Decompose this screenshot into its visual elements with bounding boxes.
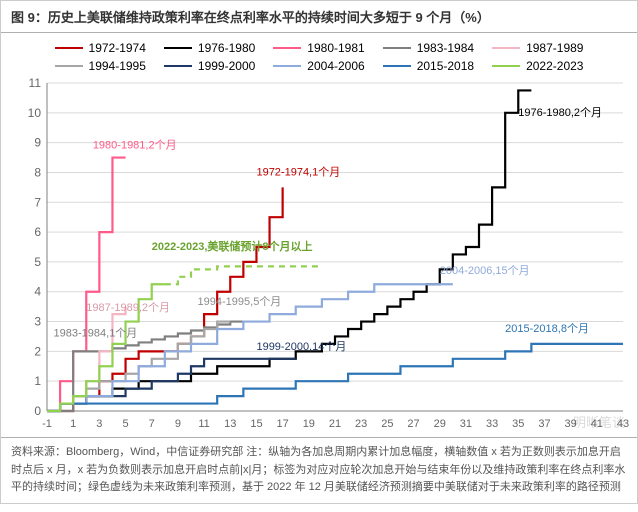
svg-text:9: 9 — [175, 418, 181, 430]
series-2015-2018 — [47, 344, 623, 411]
legend-swatch — [273, 65, 301, 68]
svg-text:13: 13 — [224, 418, 236, 430]
legend-label: 2004-2006 — [307, 59, 364, 73]
svg-text:41: 41 — [591, 418, 603, 430]
svg-text:29: 29 — [434, 418, 446, 430]
line-chart: 01234567891011-1135791113151719212325272… — [1, 77, 637, 437]
annotation: 2015-2018,8个月 — [505, 322, 589, 335]
svg-text:43: 43 — [617, 418, 629, 430]
legend-item: 1980-1981 — [273, 41, 364, 55]
svg-text:4: 4 — [34, 285, 41, 299]
legend-item: 2004-2006 — [273, 59, 364, 73]
svg-text:2: 2 — [34, 344, 41, 358]
svg-text:31: 31 — [460, 418, 472, 430]
figure-container: 图 9：历史上美联储维持政策利率在终点利率水平的持续时间大多短于 9 个月（%）… — [0, 0, 638, 504]
svg-text:3: 3 — [96, 418, 102, 430]
svg-text:10: 10 — [28, 106, 42, 120]
annotation: 1994-1995,5个月 — [198, 295, 282, 308]
legend-item: 1994-1995 — [55, 59, 146, 73]
annotation: 1983-1984,1个月 — [54, 326, 138, 339]
svg-text:23: 23 — [355, 418, 367, 430]
legend-swatch — [273, 47, 301, 50]
legend-label: 1987-1989 — [526, 41, 583, 55]
legend-label: 2015-2018 — [417, 59, 474, 73]
legend-item: 2022-2023 — [492, 59, 583, 73]
legend-swatch — [492, 47, 520, 50]
legend-swatch — [383, 47, 411, 50]
svg-text:17: 17 — [277, 418, 289, 430]
legend-item: 2015-2018 — [383, 59, 474, 73]
annotation: 2022-2023,美联储预计8个月以上 — [152, 239, 313, 253]
legend-swatch — [55, 47, 83, 50]
annotation: 1976-1980,2个月 — [518, 106, 602, 119]
legend-swatch — [383, 65, 411, 68]
svg-text:15: 15 — [250, 418, 262, 430]
svg-text:37: 37 — [538, 418, 550, 430]
svg-text:-1: -1 — [42, 418, 52, 430]
legend: 1972-1974 1976-1980 1980-1981 1983-1984 1987… — [1, 33, 637, 77]
legend-swatch — [164, 47, 192, 50]
legend-label: 1976-1980 — [198, 41, 255, 55]
svg-text:25: 25 — [381, 418, 393, 430]
svg-text:19: 19 — [303, 418, 315, 430]
svg-text:3: 3 — [34, 315, 41, 329]
svg-text:11: 11 — [198, 418, 209, 430]
legend-item: 1987-1989 — [492, 41, 583, 55]
legend-label: 1980-1981 — [307, 41, 364, 55]
svg-text:1: 1 — [70, 418, 76, 430]
annotation: 1999-2000,14个月 — [256, 340, 346, 353]
figure-title: 图 9：历史上美联储维持政策利率在终点利率水平的持续时间大多短于 9 个月（%） — [1, 1, 637, 33]
svg-text:6: 6 — [34, 225, 41, 239]
svg-text:5: 5 — [122, 418, 128, 430]
annotation: 2004-2006,15个月 — [440, 264, 530, 277]
annotation: 1980-1981,2个月 — [93, 139, 177, 152]
legend-item: 1999-2000 — [164, 59, 255, 73]
legend-label: 1983-1984 — [417, 41, 474, 55]
svg-text:8: 8 — [34, 165, 41, 179]
svg-text:33: 33 — [486, 418, 498, 430]
svg-text:7: 7 — [149, 418, 155, 430]
svg-text:1: 1 — [34, 374, 41, 388]
svg-text:9: 9 — [34, 136, 41, 150]
legend-swatch — [55, 65, 83, 68]
chart-area: 01234567891011-1135791113151719212325272… — [1, 77, 637, 437]
svg-text:39: 39 — [565, 418, 577, 430]
legend-label: 2022-2023 — [526, 59, 583, 73]
figure-footer: 资料来源：Bloomberg，Wind，中信证券研究部 注：纵轴为各加息周期内累… — [1, 437, 637, 503]
legend-swatch — [164, 65, 192, 68]
legend-item: 1972-1974 — [55, 41, 146, 55]
legend-swatch — [492, 65, 520, 68]
svg-text:35: 35 — [512, 418, 524, 430]
annotation: 1987-1989,2个月 — [86, 301, 170, 314]
svg-text:11: 11 — [29, 77, 42, 90]
legend-item: 1983-1984 — [383, 41, 474, 55]
svg-text:0: 0 — [34, 404, 41, 418]
legend-label: 1972-1974 — [89, 41, 146, 55]
annotation: 1972-1974,1个月 — [256, 165, 340, 178]
legend-label: 1994-1995 — [89, 59, 146, 73]
legend-item: 1976-1980 — [164, 41, 255, 55]
svg-text:7: 7 — [34, 195, 41, 209]
svg-text:5: 5 — [34, 255, 41, 269]
legend-label: 1999-2000 — [198, 59, 255, 73]
svg-text:27: 27 — [407, 418, 419, 430]
svg-text:21: 21 — [329, 418, 341, 430]
